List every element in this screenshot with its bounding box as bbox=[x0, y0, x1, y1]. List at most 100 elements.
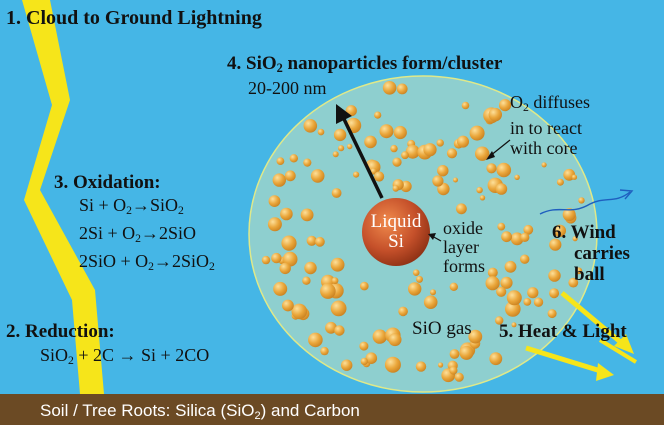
nanoparticle bbox=[279, 262, 291, 275]
nanoparticle bbox=[379, 124, 394, 139]
nanoparticle bbox=[553, 224, 566, 237]
ox2-a: 2Si + O bbox=[79, 222, 136, 243]
nanoparticle bbox=[520, 232, 530, 242]
nanoparticle bbox=[370, 168, 378, 175]
nanoparticle bbox=[437, 165, 449, 177]
nanoparticle bbox=[284, 170, 296, 182]
nanoparticle bbox=[549, 288, 560, 299]
o2-line1: O2 diffuses bbox=[510, 92, 590, 118]
nanoparticle bbox=[488, 107, 502, 122]
soil-post: ) and Carbon bbox=[260, 401, 360, 420]
nanoparticle bbox=[475, 146, 490, 161]
nanoparticle bbox=[408, 282, 422, 296]
o2-line2: in to react bbox=[510, 117, 582, 138]
nanoparticle bbox=[510, 232, 524, 246]
step3-label: 3. Oxidation: bbox=[54, 172, 161, 193]
red1-arrow: → bbox=[118, 345, 137, 365]
nanoparticle bbox=[282, 299, 294, 312]
nanoparticle bbox=[374, 171, 385, 182]
nanoparticle bbox=[487, 267, 498, 278]
nanoparticle bbox=[300, 208, 314, 222]
size-arrow-head bbox=[336, 104, 352, 124]
nanoparticle bbox=[392, 157, 402, 167]
nanoparticle bbox=[505, 301, 521, 317]
heat-ray-upper-head bbox=[614, 334, 634, 354]
nanoparticle bbox=[289, 154, 298, 163]
ox1-a-sub: 2 bbox=[126, 203, 133, 217]
nanoparticle bbox=[469, 125, 485, 141]
nanoparticle bbox=[388, 333, 402, 347]
nanoparticle bbox=[520, 254, 530, 264]
sio-gas-label: SiO gas bbox=[412, 318, 472, 339]
core-line2: Si bbox=[388, 231, 404, 252]
reduction-equation: SiO2 + 2C → Si + 2CO bbox=[40, 345, 209, 367]
size-arrow-line bbox=[341, 116, 384, 199]
red1-a: SiO bbox=[40, 345, 69, 365]
soil-label: Soil / Tree Roots: Silica (SiO2) and Car… bbox=[40, 401, 360, 422]
step5-label: 5. Heat & Light bbox=[499, 321, 627, 342]
nanoparticle bbox=[276, 157, 285, 166]
nanoparticle bbox=[331, 277, 339, 285]
heat-ray-middle-head bbox=[596, 363, 614, 381]
nanoparticle bbox=[541, 162, 547, 168]
nanoparticle bbox=[331, 188, 342, 198]
wind-squiggle bbox=[539, 191, 631, 215]
red1-mid: + 2C bbox=[73, 345, 119, 365]
ox3-a: 2SiO + O bbox=[79, 250, 149, 271]
nanoparticle bbox=[572, 236, 578, 242]
nanoparticle bbox=[365, 352, 378, 365]
ox1-b: SiO bbox=[150, 195, 179, 215]
nanoparticle bbox=[359, 341, 369, 351]
liquid-si-core bbox=[362, 198, 430, 266]
nanoparticle bbox=[496, 286, 507, 297]
ox3-arrow: → bbox=[154, 250, 173, 271]
nanoparticle bbox=[446, 148, 458, 159]
red1-a-sub: 2 bbox=[68, 353, 74, 367]
ox1-b-sub: 2 bbox=[178, 203, 184, 217]
ox-eq-1: Si + O2→SiO2 bbox=[79, 194, 215, 222]
wind-arrow-head bbox=[619, 189, 634, 200]
nanoparticle bbox=[497, 222, 506, 231]
nanoparticle bbox=[392, 185, 400, 192]
core-line1: Liquid bbox=[370, 211, 422, 232]
nanoparticle bbox=[303, 158, 312, 167]
ox2-a-sub: 2 bbox=[135, 231, 142, 245]
nanoparticle bbox=[398, 306, 408, 317]
ox1-a: Si + O bbox=[79, 195, 127, 215]
heat-light-rays bbox=[525, 291, 638, 381]
nanoparticle bbox=[310, 169, 325, 183]
nanoparticle bbox=[468, 329, 483, 344]
nanoparticle bbox=[500, 276, 513, 289]
nanoparticle bbox=[568, 277, 579, 288]
o2-line3: with core bbox=[510, 137, 578, 158]
nanoparticle bbox=[527, 287, 539, 299]
o2-diffuses-label: O2 diffuses in to react with core bbox=[510, 92, 590, 158]
o2-arrow-head bbox=[486, 151, 495, 160]
soil-pre: Soil / Tree Roots: Silica (SiO bbox=[40, 401, 255, 420]
nanoparticle bbox=[547, 309, 557, 319]
nanoparticle bbox=[436, 139, 444, 147]
nanoparticle bbox=[280, 207, 293, 221]
nanoparticle bbox=[533, 297, 544, 307]
ox-eq-2: 2Si + O2→2SiO bbox=[79, 222, 215, 250]
step4-label: 4. SiO2 nanoparticles form/cluster bbox=[227, 53, 502, 76]
nanoparticle bbox=[454, 372, 464, 382]
nanoparticle bbox=[412, 269, 420, 277]
nanoparticle bbox=[393, 125, 407, 140]
nanoparticle bbox=[302, 276, 311, 285]
oxide-line2: layer bbox=[443, 237, 479, 257]
nanoparticle bbox=[523, 298, 532, 306]
soil-sub: 2 bbox=[254, 409, 261, 422]
nanoparticle bbox=[415, 361, 427, 372]
oxide-line3: forms bbox=[443, 256, 485, 276]
nanoparticle bbox=[360, 357, 368, 366]
nanoparticle bbox=[401, 151, 409, 160]
nanoparticle bbox=[372, 329, 387, 344]
nanoparticle bbox=[271, 252, 282, 264]
nanoparticle bbox=[423, 143, 437, 157]
nanoparticle bbox=[325, 321, 337, 334]
nanoparticle bbox=[548, 269, 561, 282]
oxide-line1: oxide bbox=[443, 218, 483, 238]
